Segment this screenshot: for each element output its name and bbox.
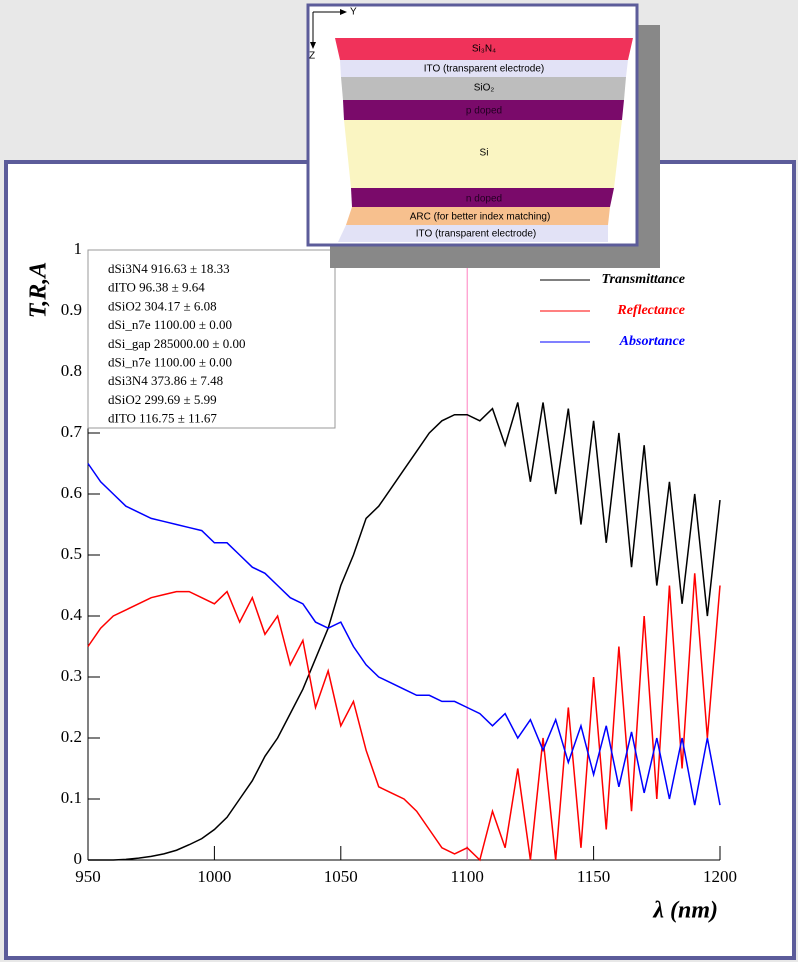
layer-label: ITO (transparent electrode) (416, 229, 536, 240)
layer (338, 225, 608, 242)
legend-label: Absortance (619, 334, 685, 349)
x-tick-label: 1000 (197, 867, 231, 886)
layer-label: ITO (transparent electrode) (424, 64, 544, 75)
y-tick-label: 0.4 (61, 605, 83, 624)
y-tick-label: 0.2 (61, 727, 82, 746)
layer (335, 38, 633, 60)
y-axis-label: T,R,A (26, 262, 52, 318)
stats-line: dSiO2 304.17 ± 6.08 (108, 298, 217, 313)
x-axis-label: λ (nm) (652, 898, 718, 924)
arrow-head (310, 42, 316, 49)
x-tick-label: 1200 (703, 867, 737, 886)
layer-label: SiO₂ (474, 83, 495, 94)
stats-line: dSiO2 299.69 ± 5.99 (108, 392, 217, 407)
layer-label: p doped (466, 106, 502, 117)
legend-label: Transmittance (602, 272, 686, 287)
y-tick-label: 1 (74, 239, 83, 258)
x-tick-label: 1150 (577, 867, 610, 886)
x-tick-label: 950 (75, 867, 101, 886)
layer-diagram: Y Z Si₃N₄ ITO (transparent electrode) Si… (306, 3, 660, 268)
stats-line: dSi_n7e 1100.00 ± 0.00 (108, 317, 232, 332)
arrow-head (340, 9, 347, 15)
y-tick-label: 0.3 (61, 666, 82, 685)
x-tick-label: 1050 (324, 867, 358, 886)
y-tick-label: 0.8 (61, 361, 82, 380)
y-tick-label: 0 (74, 849, 83, 868)
y-tick-label: 0.7 (61, 422, 83, 441)
layer-label: Si (480, 148, 489, 159)
layer (346, 207, 610, 225)
y-tick-label: 0.1 (61, 788, 82, 807)
stats-line: dITO 96.38 ± 9.64 (108, 280, 205, 295)
layer-label: ARC (for better index matching) (410, 212, 551, 223)
stats-box (87, 249, 336, 429)
layer (341, 77, 626, 100)
stats-line: dITO 116.75 ± 11.67 (108, 411, 217, 426)
layer (343, 100, 624, 120)
series-line (88, 402, 721, 861)
layer (351, 188, 614, 207)
stats-line: dSi3N4 373.86 ± 7.48 (108, 373, 223, 388)
stats-line: dSi_gap 285000.00 ± 0.00 (108, 336, 246, 351)
stats-line: dSi3N4 916.63 ± 18.33 (108, 261, 230, 276)
legend-label: Reflectance (616, 303, 685, 318)
y-tick-label: 0.9 (61, 300, 82, 319)
series-line (87, 573, 721, 862)
series-line (87, 463, 721, 806)
stats-line: dSi_n7e 1100.00 ± 0.00 (108, 354, 232, 369)
layer-label: n doped (466, 194, 502, 205)
layer-label: Si₃N₄ (472, 44, 496, 55)
x-tick-label: 1100 (451, 867, 484, 886)
layer (344, 120, 622, 188)
axis-label: Z (309, 51, 315, 62)
axis-label: Y (350, 7, 357, 18)
layer (340, 60, 628, 77)
y-tick-label: 0.6 (61, 483, 82, 502)
y-tick-label: 0.5 (61, 544, 82, 563)
